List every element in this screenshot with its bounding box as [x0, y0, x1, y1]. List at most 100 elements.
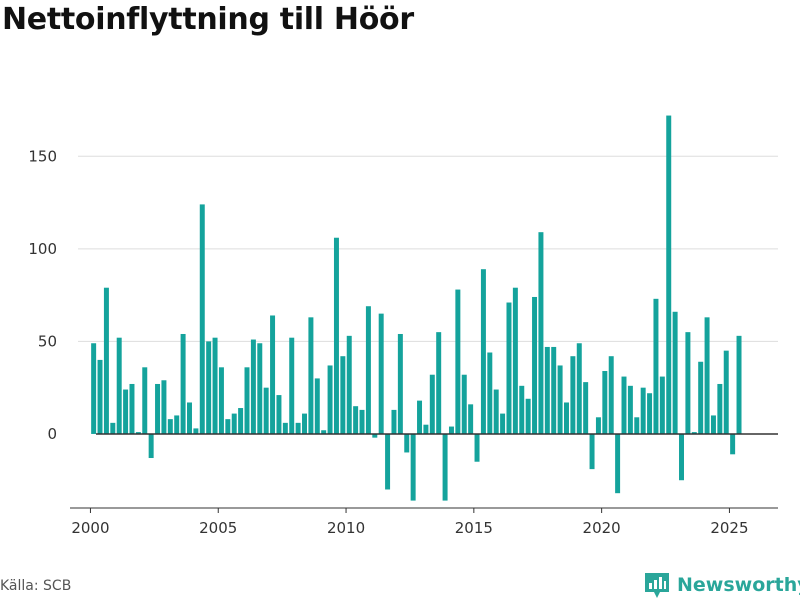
- bar: [365, 306, 371, 434]
- y-tick-label: 0: [47, 425, 57, 443]
- newsworthy-logo-icon: [645, 573, 669, 598]
- bar: [155, 383, 161, 434]
- bar: [627, 385, 633, 434]
- bar: [557, 365, 563, 434]
- axes: 0 50 100 150 2000 2005 2010 2015 2020 2025: [28, 147, 778, 537]
- y-tick-label: 150: [28, 147, 57, 165]
- bar: [730, 433, 736, 455]
- bar: [308, 317, 314, 434]
- bar: [672, 311, 678, 434]
- bar: [608, 356, 614, 434]
- bar: [461, 374, 467, 434]
- bar: [493, 389, 499, 434]
- bar: [167, 419, 173, 434]
- source-note: Källa: SCB: [0, 578, 72, 594]
- bar: [231, 413, 237, 434]
- bar: [442, 433, 448, 501]
- bar: [289, 337, 295, 434]
- bar: [218, 367, 224, 434]
- bar: [148, 433, 154, 459]
- bar: [685, 332, 691, 434]
- x-tick-label: 2020: [583, 519, 621, 537]
- bar: [679, 433, 684, 481]
- bar: [346, 335, 352, 434]
- bar: [333, 237, 339, 434]
- bar: [378, 313, 384, 434]
- bar: [135, 432, 141, 434]
- bar: [583, 382, 589, 434]
- bar: [423, 424, 429, 434]
- bar: [436, 332, 442, 434]
- bar: [576, 343, 582, 434]
- bar: [142, 367, 148, 434]
- bar: [474, 433, 480, 462]
- bar: [110, 422, 116, 434]
- bar: [314, 378, 320, 434]
- x-tick-label: 2005: [199, 519, 237, 537]
- bar: [372, 433, 378, 438]
- bar: [634, 417, 640, 434]
- bar: [448, 426, 454, 434]
- bar: [621, 376, 627, 434]
- bar: [238, 408, 244, 434]
- bar: [525, 398, 531, 434]
- x-tick-label: 2025: [710, 519, 748, 537]
- bar: [410, 433, 416, 501]
- bar: [717, 383, 723, 434]
- bar: [276, 395, 282, 434]
- bar: [595, 417, 601, 434]
- y-tick-label: 50: [38, 332, 57, 350]
- bar: [468, 404, 474, 434]
- bar: [353, 406, 359, 434]
- bar: [653, 298, 659, 434]
- bar: [698, 361, 704, 434]
- bar: [704, 317, 710, 434]
- bars: [91, 115, 742, 501]
- bar: [295, 422, 301, 434]
- bar: [270, 315, 276, 434]
- bar: [116, 337, 122, 434]
- bar: [404, 433, 410, 453]
- bar: [564, 402, 569, 434]
- bar: [417, 400, 423, 434]
- bar: [212, 337, 218, 434]
- bar: [710, 415, 716, 434]
- bar: [487, 352, 493, 434]
- bar: [257, 343, 263, 434]
- bar: [321, 430, 327, 434]
- brand-name: Newsworthy: [677, 574, 800, 596]
- bar: [455, 289, 461, 434]
- bar: [570, 356, 576, 434]
- bar: [602, 371, 608, 434]
- bar: [659, 376, 665, 434]
- chart-title: Nettoinflyttning till Höör: [2, 2, 414, 37]
- bar: [551, 346, 557, 434]
- bar: [723, 350, 729, 434]
- bar: [199, 204, 205, 434]
- bar: [480, 269, 486, 434]
- bar: [327, 365, 333, 434]
- brand-logo[interactable]: Newsworthy: [644, 570, 800, 600]
- grid-lines: [78, 155, 778, 342]
- bar: [544, 346, 550, 434]
- bar: [512, 287, 518, 434]
- x-tick-label: 2000: [71, 519, 109, 537]
- bar: [103, 287, 109, 434]
- bar: [647, 393, 653, 434]
- bar: [282, 422, 288, 434]
- bar: [97, 359, 103, 434]
- bar: [340, 356, 346, 434]
- bar: [666, 115, 672, 434]
- bar: [429, 374, 435, 434]
- bar: [123, 389, 129, 434]
- bar: [397, 333, 403, 434]
- bar: [129, 383, 135, 434]
- bar: [225, 419, 231, 434]
- bar: [302, 413, 307, 434]
- bar: [519, 385, 525, 434]
- y-tick-label: 100: [28, 240, 57, 258]
- bar: [174, 415, 180, 434]
- bar: [691, 432, 697, 434]
- bar: [180, 333, 186, 434]
